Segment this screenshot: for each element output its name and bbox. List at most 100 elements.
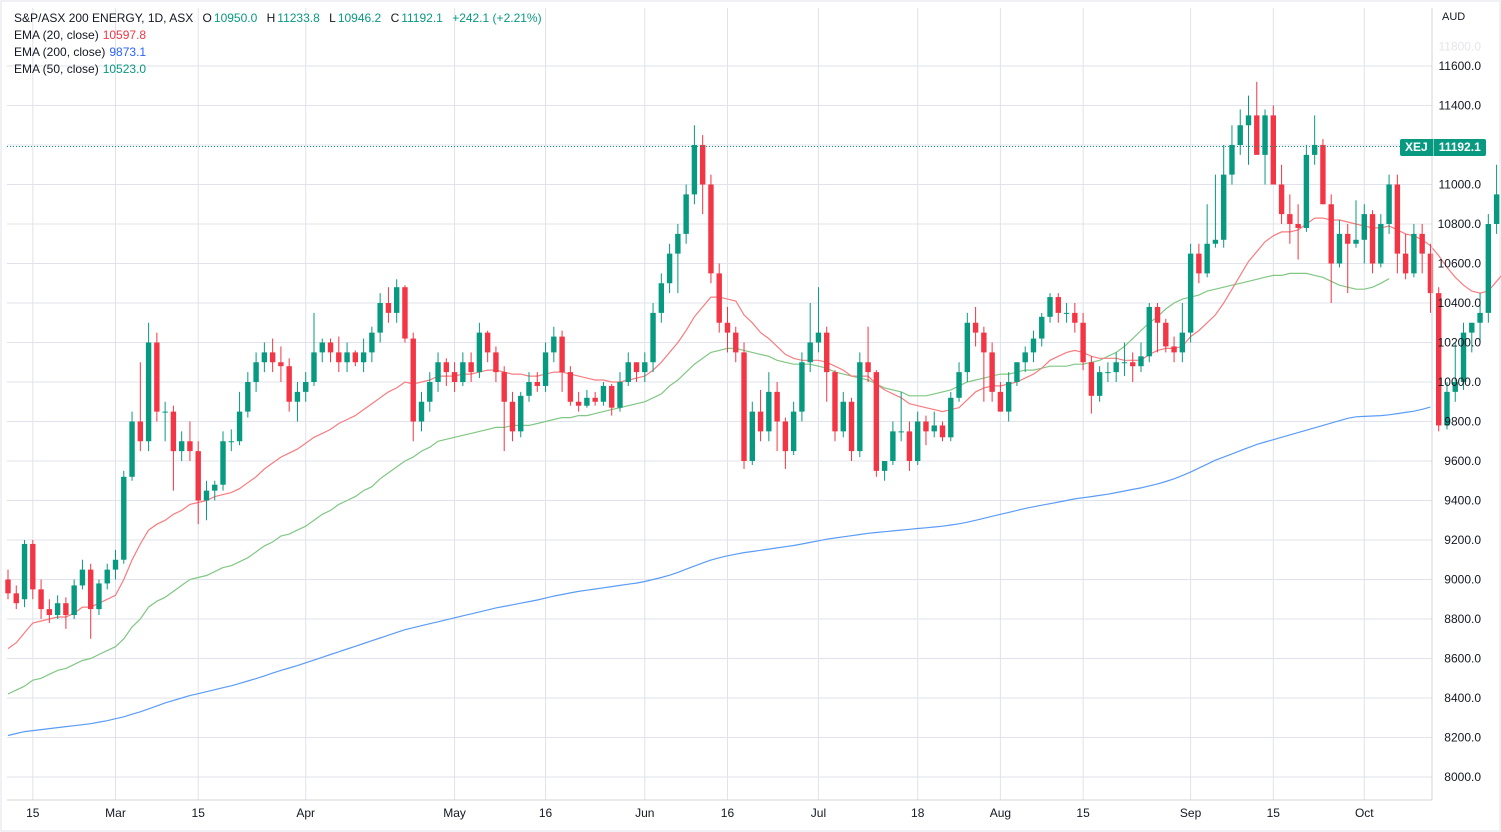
candle-body [1295, 224, 1301, 228]
candle-body [1254, 115, 1260, 155]
candle [857, 352, 863, 458]
y-tick-label: 9000.0 [1444, 573, 1481, 587]
candle-body [1336, 233, 1343, 264]
candle [733, 326, 739, 363]
candle-body [286, 366, 292, 402]
candle [989, 342, 995, 402]
candle-body [642, 362, 648, 373]
candle-body [592, 397, 598, 402]
candle [1113, 352, 1119, 382]
candle [1460, 322, 1467, 390]
candle [1452, 342, 1458, 402]
candle [915, 411, 921, 465]
candle [377, 293, 383, 343]
candle [1055, 293, 1061, 323]
indicator-label: EMA (20, close) [14, 28, 99, 42]
candle [1105, 362, 1111, 382]
candle [865, 326, 871, 382]
candle-body [1345, 233, 1351, 244]
candle-body [1072, 312, 1078, 323]
candle [137, 362, 144, 452]
ema-20-line [7, 217, 1501, 650]
candle [1121, 342, 1128, 377]
candle [1444, 382, 1450, 430]
candle [54, 595, 61, 619]
candle [749, 401, 755, 465]
candle [1427, 243, 1434, 313]
candle [203, 480, 210, 521]
indicator-ema20[interactable]: EMA (20, close) 10597.8 [14, 27, 544, 44]
candle-body [1270, 115, 1277, 185]
candle [542, 342, 549, 392]
candle-body [1378, 224, 1384, 264]
candle-body [1237, 125, 1243, 145]
candle-body [1088, 362, 1095, 396]
candle [666, 243, 673, 294]
candle-body [741, 352, 747, 461]
candle-body [766, 391, 772, 432]
candle [154, 332, 160, 422]
candle-body [733, 332, 739, 353]
candle-body [1419, 233, 1425, 254]
candle [427, 372, 433, 412]
candle-body [236, 411, 243, 442]
candle [418, 391, 425, 432]
candle [212, 480, 218, 501]
candle [278, 346, 284, 382]
candle-body [1096, 372, 1103, 396]
candle [724, 306, 731, 353]
candle-body [881, 461, 888, 471]
indicator-ema200[interactable]: EMA (200, close) 9873.1 [14, 44, 544, 61]
candle [923, 415, 929, 446]
close-label: C [390, 11, 400, 25]
y-tick-label: 9800.0 [1444, 415, 1481, 429]
candle [1328, 194, 1334, 303]
candle-body [1477, 312, 1483, 323]
candle [799, 352, 805, 422]
candle-body [873, 372, 880, 471]
indicator-ema50[interactable]: EMA (50, close) 10523.0 [14, 61, 544, 78]
candle [633, 362, 640, 382]
candle-body [311, 352, 317, 382]
candle [220, 431, 226, 491]
y-tick-label: 9600.0 [1444, 454, 1481, 468]
candles [5, 81, 1500, 639]
candle-body [96, 583, 102, 610]
candle [38, 579, 44, 619]
candle [1229, 125, 1235, 185]
candle-body [1146, 306, 1152, 357]
candle-body [906, 431, 913, 461]
candle [460, 352, 466, 386]
candle [873, 370, 880, 477]
candle-body [1262, 115, 1268, 155]
candle-body [964, 322, 971, 373]
candle-body [278, 362, 284, 367]
candle [393, 279, 400, 323]
symbol-title[interactable]: S&P/ASX 200 ENERGY, 1D, ASX [14, 11, 194, 25]
candle-body [658, 283, 665, 313]
candle-body [63, 603, 69, 616]
candle [906, 421, 913, 471]
candle [170, 405, 177, 491]
candle-body [385, 303, 392, 313]
currency-label[interactable]: AUD [1442, 11, 1466, 23]
candle-body [865, 362, 871, 373]
candle-body [1204, 243, 1210, 274]
ema-200-line [7, 406, 1431, 737]
candle-body [716, 273, 722, 323]
candle-body [427, 382, 433, 402]
open-value: 10950.0 [213, 11, 258, 25]
y-tick-label: 11800.0 [1439, 39, 1482, 53]
time-axis[interactable]: 15 Mar 15 Apr May 16 Jun 16 Jul 18 Aug 15 Sep 15 Oct [7, 799, 1432, 820]
candle-body [757, 411, 764, 432]
candle [741, 342, 747, 469]
candle [451, 362, 458, 392]
candle [71, 579, 77, 619]
candle-body [104, 569, 110, 584]
candle [526, 372, 532, 402]
candle [1163, 318, 1169, 353]
candle [1039, 312, 1045, 347]
candle [642, 352, 648, 382]
candle [88, 563, 94, 639]
